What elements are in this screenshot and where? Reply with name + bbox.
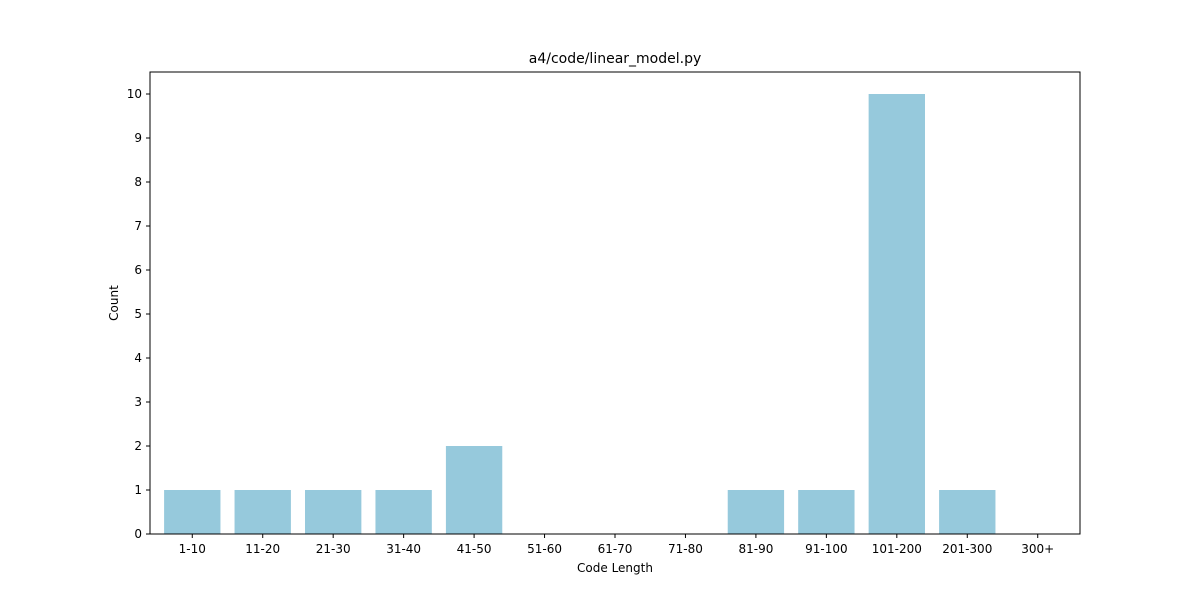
x-tick-label: 300+ — [1021, 542, 1054, 556]
y-axis-label: Count — [107, 285, 121, 321]
bar-21-30 — [305, 490, 362, 534]
y-axis-ticks: 0 1 2 3 4 5 6 7 8 9 10 — [127, 87, 150, 541]
y-tick-label: 6 — [134, 263, 142, 277]
bars — [164, 94, 996, 534]
x-tick-label: 61-70 — [598, 542, 633, 556]
x-tick-label: 91-100 — [805, 542, 848, 556]
bar-91-100 — [798, 490, 855, 534]
x-tick-label: 31-40 — [386, 542, 421, 556]
x-tick-label: 41-50 — [457, 542, 492, 556]
plot-area-frame — [149, 71, 1081, 535]
x-tick-label: 21-30 — [316, 542, 351, 556]
bar-201-300 — [939, 490, 996, 534]
x-tick-label: 81-90 — [738, 542, 773, 556]
y-tick-label: 0 — [134, 527, 142, 541]
bar-41-50 — [445, 446, 503, 534]
y-tick-label: 9 — [134, 131, 142, 145]
x-tick-label: 51-60 — [527, 542, 562, 556]
y-tick-label: 8 — [134, 175, 142, 189]
y-tick-label: 3 — [134, 395, 142, 409]
chart-title: a4/code/linear_model.py — [529, 51, 702, 67]
bar-11-20 — [234, 490, 291, 534]
y-tick-label: 10 — [127, 87, 142, 101]
y-tick-label: 1 — [134, 483, 142, 497]
x-tick-label: 101-200 — [872, 542, 922, 556]
x-tick-label: 71-80 — [668, 542, 703, 556]
x-tick-label: 1-10 — [179, 542, 206, 556]
y-tick-label: 4 — [134, 351, 142, 365]
bar-101-200 — [868, 94, 925, 534]
x-axis-ticks: 1-10 11-20 21-30 31-40 41-50 51-60 61-70 71-80 8… — [179, 534, 1054, 556]
y-tick-label: 5 — [134, 307, 142, 321]
bar-31-40 — [375, 490, 432, 534]
y-tick-label: 7 — [134, 219, 142, 233]
bar-81-90 — [727, 490, 785, 534]
x-tick-label: 11-20 — [245, 542, 280, 556]
y-tick-label: 2 — [134, 439, 142, 453]
bar-1-10 — [164, 490, 221, 534]
x-tick-label: 201-300 — [942, 542, 992, 556]
x-axis-label: Code Length — [577, 561, 653, 575]
